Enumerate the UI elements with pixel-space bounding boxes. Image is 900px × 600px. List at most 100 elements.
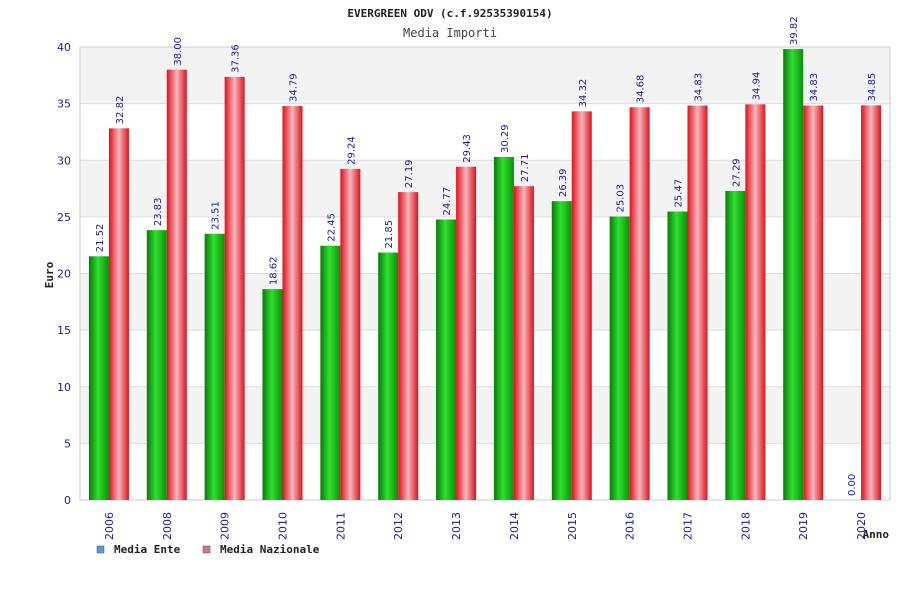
chart-title: EVERGREEN ODV (c.f.92535390154) <box>347 7 552 20</box>
x-tick-label: 2006 <box>103 512 116 540</box>
bar-media-ente <box>725 190 746 501</box>
data-label: 27.19 <box>404 159 415 188</box>
data-label: 25.03 <box>616 184 627 213</box>
data-label: 30.29 <box>500 124 511 153</box>
grid-band <box>80 216 890 274</box>
data-label: 29.24 <box>346 136 357 165</box>
y-tick-label: 10 <box>57 381 71 394</box>
x-tick-label: 2009 <box>219 512 232 540</box>
bars <box>88 49 882 501</box>
data-label: 34.83 <box>694 73 705 102</box>
x-tick-label: 2015 <box>566 512 579 540</box>
bar-media-nazionale <box>861 105 882 500</box>
y-tick-label: 40 <box>57 41 71 54</box>
y-axis-label: Euro <box>43 261 56 288</box>
grid-band <box>80 330 890 387</box>
bar-media-ente <box>609 216 630 500</box>
data-label: 22.45 <box>326 213 337 242</box>
legend-label-media-nazionale: Media Nazionale <box>220 543 320 556</box>
bar-media-nazionale <box>108 128 129 500</box>
bar-media-nazionale <box>340 168 361 500</box>
bar-media-nazionale <box>398 192 419 501</box>
grid <box>79 46 891 501</box>
y-tick-label: 20 <box>57 268 71 281</box>
x-tick-label: 2008 <box>161 512 174 540</box>
bar-media-ente <box>436 219 457 501</box>
grid-band <box>80 47 890 104</box>
x-tick-label: 2020 <box>855 512 868 540</box>
x-axis-label: Anno <box>863 528 890 541</box>
bar-media-nazionale <box>629 107 650 501</box>
y-tick-label: 30 <box>57 154 71 167</box>
data-label: 0.00 <box>847 474 858 496</box>
data-label: 23.83 <box>153 197 164 226</box>
y-tick-label: 15 <box>57 324 71 337</box>
data-label: 21.85 <box>384 220 395 249</box>
y-tick-label: 25 <box>57 211 71 224</box>
bar-media-ente <box>551 201 572 501</box>
legend: Media Ente Media Nazionale <box>96 543 320 556</box>
bar-media-ente <box>783 49 804 500</box>
data-label: 34.32 <box>578 79 589 108</box>
bar-media-nazionale <box>224 76 245 500</box>
bar-media-nazionale <box>745 104 766 500</box>
data-label: 34.85 <box>867 73 878 102</box>
data-label: 26.39 <box>558 168 569 197</box>
data-label: 39.82 <box>789 16 800 45</box>
x-tick-label: 2012 <box>392 512 405 540</box>
bar-media-ente <box>320 245 341 500</box>
bar-media-ente <box>262 289 283 500</box>
y-tick-label: 0 <box>64 494 71 507</box>
x-tick-label: 2011 <box>334 512 347 540</box>
x-tick-label: 2019 <box>797 512 810 540</box>
data-label: 38.00 <box>173 37 184 66</box>
data-label: 25.47 <box>674 179 685 208</box>
x-tick-label: 2013 <box>450 512 463 540</box>
data-label: 21.52 <box>95 224 106 253</box>
data-labels: 21.52 32.82 23.83 38.00 23.51 37.36 18.62 34.79… <box>95 16 878 496</box>
plot-border <box>79 46 891 501</box>
legend-swatch-media-nazionale <box>202 545 211 554</box>
grid-band <box>80 160 890 217</box>
x-tick-label: 2018 <box>739 512 752 540</box>
bar-media-ente <box>204 233 225 500</box>
data-label: 27.29 <box>731 158 742 187</box>
y-axis-ticks: 0 5 10 15 20 25 30 35 40 <box>57 41 71 507</box>
data-label: 37.36 <box>231 44 242 73</box>
bar-media-ente <box>146 230 167 500</box>
data-label: 24.77 <box>442 187 453 216</box>
legend-label-media-ente: Media Ente <box>114 543 181 556</box>
bar-media-nazionale <box>456 166 477 500</box>
data-label: 32.82 <box>115 96 126 125</box>
bar-media-ente <box>667 211 688 500</box>
data-label: 34.68 <box>636 75 647 104</box>
data-label: 34.94 <box>751 72 762 101</box>
bar-media-ente <box>493 156 514 500</box>
grid-band <box>80 386 890 444</box>
y-tick-label: 5 <box>64 437 71 450</box>
bar-media-ente <box>378 252 399 500</box>
y-tick-label: 35 <box>57 98 71 111</box>
x-axis-ticks: 2006 2008 2009 2010 2011 2012 2013 2014 2015 2016… <box>103 512 868 540</box>
bar-media-nazionale <box>513 186 534 500</box>
grid-band <box>80 273 890 331</box>
x-tick-label: 2014 <box>508 512 521 540</box>
bar-media-ente <box>88 256 109 500</box>
data-label: 18.62 <box>269 256 280 285</box>
x-tick-label: 2017 <box>682 512 695 540</box>
chart-subtitle: Media Importi <box>403 26 497 40</box>
data-label: 34.83 <box>809 73 820 102</box>
data-label: 29.43 <box>462 134 473 163</box>
data-label: 34.79 <box>289 73 300 102</box>
bar-media-nazionale <box>166 69 187 501</box>
legend-swatch-media-ente <box>96 545 105 554</box>
grid-band <box>80 443 890 500</box>
bar-media-nazionale <box>282 106 303 501</box>
data-label: 27.71 <box>520 154 531 183</box>
bar-media-nazionale <box>571 111 592 501</box>
x-tick-label: 2016 <box>624 512 637 540</box>
grid-band <box>80 103 890 161</box>
bar-media-nazionale <box>803 105 824 501</box>
bar-media-nazionale <box>687 105 708 501</box>
